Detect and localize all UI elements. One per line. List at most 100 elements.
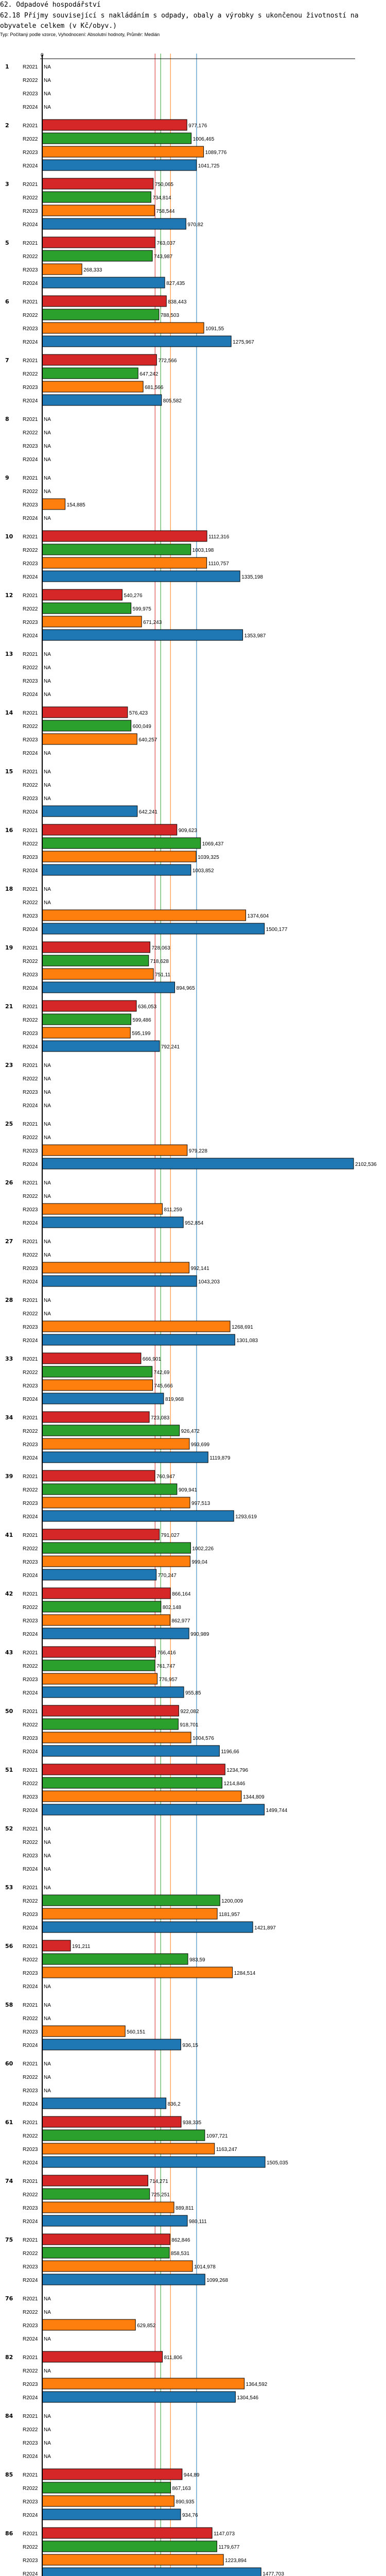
na-label: NA [44, 2075, 51, 2080]
row-label: R2023 [23, 796, 38, 802]
value-label: 866,164 [172, 1591, 191, 1597]
row-label: R2023 [23, 1677, 38, 1683]
row-label: R2024 [23, 1221, 38, 1226]
value-label: 595,199 [132, 1031, 151, 1037]
bar-r2023 [42, 2495, 174, 2507]
bar-r2023 [42, 968, 154, 980]
group-label: 53 [5, 1884, 13, 1891]
bar-r2024 [42, 923, 265, 935]
na-label: NA [44, 783, 51, 788]
bar-r2021 [42, 824, 178, 836]
na-label: NA [44, 91, 51, 97]
row-label: R2024 [23, 1984, 38, 1990]
bar-r2024 [42, 1921, 253, 1933]
bar-r2023 [42, 1262, 189, 1274]
row-label: R2021 [23, 1533, 38, 1538]
bar-r2022 [42, 2482, 171, 2494]
value-label: 1477,703 [262, 2571, 284, 2576]
group-label: 82 [5, 2354, 13, 2361]
row-label: R2022 [23, 1899, 38, 1904]
bar-r2023 [42, 498, 66, 510]
row-label: R2022 [23, 195, 38, 201]
row-label: R2023 [23, 1442, 38, 1448]
row-label: R2024 [23, 868, 38, 874]
bar-r2024 [42, 335, 232, 347]
group-label: 21 [5, 1003, 13, 1010]
value-label: 894,965 [177, 986, 196, 991]
na-label: NA [44, 444, 51, 449]
bar-r2024 [42, 629, 243, 641]
row-label: R2023 [23, 1794, 38, 1800]
bar-r2024 [42, 805, 138, 817]
bar-r2022 [42, 837, 201, 849]
value-label: 1505,035 [267, 2160, 288, 2166]
na-label: NA [44, 1252, 51, 1258]
row-label: R2022 [23, 1429, 38, 1434]
bar-r2023 [42, 2260, 193, 2272]
row-label: R2022 [23, 2192, 38, 2198]
row-label: R2023 [23, 150, 38, 156]
row-label: R2021 [23, 1357, 38, 1362]
na-label: NA [44, 2016, 51, 2022]
bar-r2022 [42, 1542, 191, 1554]
value-label: 979,228 [189, 1148, 208, 1154]
value-label: 1163,247 [216, 2147, 237, 2153]
bar-r2024 [42, 2039, 181, 2050]
bar-r2024 [42, 1451, 208, 1463]
group-label: 28 [5, 1297, 13, 1303]
bar-r2023 [42, 146, 204, 158]
bar-r2021 [42, 1764, 225, 1775]
row-label: R2022 [23, 1018, 38, 1023]
row-label: R2022 [23, 489, 38, 495]
bar-r2024 [42, 159, 197, 171]
bar-r2022 [42, 2540, 217, 2552]
na-label: NA [44, 78, 51, 83]
value-label: 758,544 [156, 209, 175, 214]
row-label: R2024 [23, 1044, 38, 1050]
value-label: 1200,009 [221, 1899, 243, 1904]
value-label: 560,151 [127, 2029, 146, 2035]
bar-r2024 [42, 570, 240, 582]
bar-r2022 [42, 2188, 150, 2200]
bar-r2023 [42, 2378, 245, 2389]
row-label: R2021 [23, 1826, 38, 1832]
group-label: 75 [5, 2236, 13, 2243]
na-label: NA [44, 1984, 51, 1990]
value-label: 1069,437 [202, 841, 224, 847]
row-label: R2024 [23, 986, 38, 991]
value-label: 1304,546 [237, 2395, 258, 2401]
bar-r2021 [42, 1940, 71, 1952]
na-label: NA [44, 2368, 51, 2374]
group-label: 25 [5, 1121, 13, 1127]
row-label: R2023 [23, 2441, 38, 2446]
na-label: NA [44, 2414, 51, 2419]
value-label: 540,276 [124, 593, 143, 599]
row-label: R2021 [23, 2296, 38, 2302]
bar-r2023 [42, 557, 207, 569]
row-label: R2023 [23, 1383, 38, 1389]
row-label: R2024 [23, 633, 38, 639]
group-label: 12 [5, 592, 13, 599]
row-label: R2022 [23, 1135, 38, 1141]
bar-r2022 [42, 1718, 179, 1730]
bar-r2021 [42, 2468, 183, 2480]
bar-r2023 [42, 1144, 188, 1156]
row-label: R2024 [23, 2571, 38, 2576]
row-label: R2021 [23, 476, 38, 481]
row-label: R2024 [23, 692, 38, 698]
bar-r2021 [42, 1470, 155, 1482]
row-label: R2024 [23, 1338, 38, 1344]
bar-r2023 [42, 1614, 170, 1626]
value-label: 642,241 [139, 809, 158, 815]
value-label: 2102,536 [355, 1162, 377, 1167]
group-label: 51 [5, 1767, 13, 1773]
value-label: 1099,268 [206, 2278, 228, 2283]
value-label: 763,037 [157, 241, 176, 246]
group-label: 9 [5, 474, 9, 481]
bar-r2023 [42, 851, 197, 862]
bar-r2023 [42, 263, 82, 275]
bar-r2021 [42, 2527, 213, 2539]
row-label: R2023 [23, 267, 38, 273]
value-label: 745,666 [154, 1383, 173, 1389]
value-label: 791,027 [161, 1533, 180, 1538]
